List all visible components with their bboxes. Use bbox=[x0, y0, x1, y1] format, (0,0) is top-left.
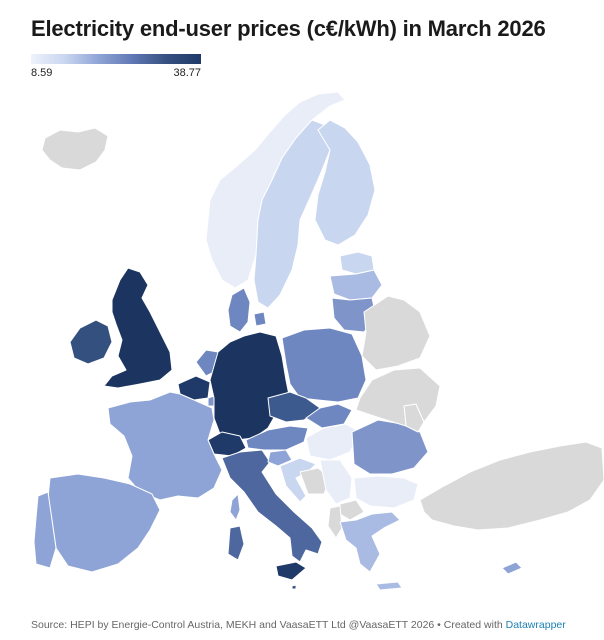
country-slovenia[interactable] bbox=[267, 449, 293, 467]
country-sweden[interactable] bbox=[253, 119, 331, 309]
country-finland[interactable] bbox=[314, 119, 376, 246]
country-luxembourg[interactable] bbox=[207, 395, 215, 407]
country-albania[interactable] bbox=[327, 505, 343, 539]
country-ukraine[interactable] bbox=[355, 367, 441, 427]
country-cyprus[interactable] bbox=[501, 561, 523, 575]
country-france-corsica[interactable] bbox=[229, 493, 241, 521]
legend-min-label: 8.59 bbox=[31, 67, 53, 79]
country-germany[interactable] bbox=[209, 331, 291, 441]
color-legend: 8.59 38.77 bbox=[31, 54, 201, 79]
source-footer: Source: HEPI by Energie-Control Austria,… bbox=[31, 619, 566, 631]
country-slovakia[interactable] bbox=[305, 403, 353, 429]
country-belarus[interactable] bbox=[361, 295, 431, 371]
country-italy-sardinia[interactable] bbox=[227, 525, 245, 561]
country-greece-crete[interactable] bbox=[375, 581, 403, 591]
country-portugal[interactable] bbox=[33, 491, 57, 569]
country-malta[interactable] bbox=[291, 584, 297, 590]
country-latvia[interactable] bbox=[329, 269, 383, 301]
country-north-macedonia[interactable] bbox=[339, 499, 365, 521]
country-united-kingdom[interactable] bbox=[103, 267, 173, 389]
country-ireland[interactable] bbox=[69, 319, 113, 365]
country-denmark-islands[interactable] bbox=[253, 311, 267, 327]
legend-gradient-bar bbox=[31, 54, 201, 64]
country-italy-sicily[interactable] bbox=[275, 561, 307, 581]
country-bulgaria[interactable] bbox=[353, 475, 419, 509]
choropleth-map bbox=[33, 91, 604, 591]
country-serbia[interactable] bbox=[319, 459, 353, 505]
legend-max-label: 38.77 bbox=[173, 67, 201, 79]
country-romania[interactable] bbox=[351, 419, 429, 475]
country-poland[interactable] bbox=[281, 327, 367, 403]
country-croatia[interactable] bbox=[279, 457, 317, 503]
datawrapper-link[interactable]: Datawrapper bbox=[505, 619, 566, 631]
country-denmark[interactable] bbox=[227, 287, 251, 333]
country-hungary[interactable] bbox=[305, 423, 361, 461]
country-iceland[interactable] bbox=[41, 127, 109, 171]
country-turkey[interactable] bbox=[419, 441, 604, 531]
country-france[interactable] bbox=[107, 391, 223, 501]
source-text: Source: HEPI by Energie-Control Austria,… bbox=[31, 619, 506, 631]
country-austria[interactable] bbox=[245, 425, 309, 451]
page-title: Electricity end-user prices (c€/kWh) in … bbox=[31, 16, 546, 41]
country-greece[interactable] bbox=[339, 511, 401, 573]
